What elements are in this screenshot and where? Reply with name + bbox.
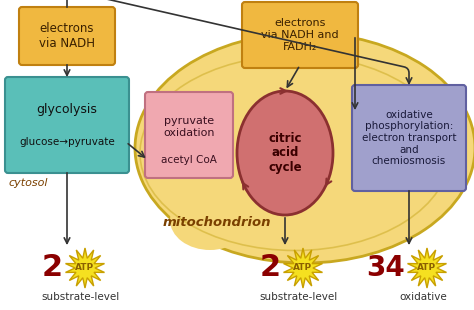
Ellipse shape xyxy=(170,190,250,250)
Text: acetyl CoA: acetyl CoA xyxy=(161,155,217,165)
FancyBboxPatch shape xyxy=(242,2,358,68)
Text: citric
acid
cycle: citric acid cycle xyxy=(268,131,302,175)
Text: ATP: ATP xyxy=(75,264,94,272)
Text: substrate-level: substrate-level xyxy=(42,292,120,302)
Text: oxidative
phosphorylation:
electron transport
and
chemiosmosis: oxidative phosphorylation: electron tran… xyxy=(362,110,456,166)
Polygon shape xyxy=(283,248,322,288)
Text: ATP: ATP xyxy=(293,264,312,272)
Text: ATP: ATP xyxy=(418,264,437,272)
Polygon shape xyxy=(408,248,447,288)
Ellipse shape xyxy=(135,33,474,263)
Ellipse shape xyxy=(237,91,333,215)
Polygon shape xyxy=(65,248,104,288)
Text: substrate-level: substrate-level xyxy=(260,292,338,302)
Text: pyruvate
oxidation: pyruvate oxidation xyxy=(163,116,215,138)
Text: 34: 34 xyxy=(366,254,405,282)
Text: electrons
via NADH: electrons via NADH xyxy=(39,22,95,50)
Text: oxidative: oxidative xyxy=(399,292,447,302)
Text: glucose→pyruvate: glucose→pyruvate xyxy=(19,137,115,147)
Text: electrons
via NADH and
FADH₂: electrons via NADH and FADH₂ xyxy=(261,18,339,51)
Text: 2: 2 xyxy=(42,254,63,282)
Text: cytosol: cytosol xyxy=(8,178,47,188)
Text: 2: 2 xyxy=(260,254,281,282)
FancyBboxPatch shape xyxy=(352,85,466,191)
Text: glycolysis: glycolysis xyxy=(36,104,98,117)
Text: mitochondrion: mitochondrion xyxy=(163,215,272,228)
FancyBboxPatch shape xyxy=(145,92,233,178)
FancyBboxPatch shape xyxy=(5,77,129,173)
FancyBboxPatch shape xyxy=(19,7,115,65)
